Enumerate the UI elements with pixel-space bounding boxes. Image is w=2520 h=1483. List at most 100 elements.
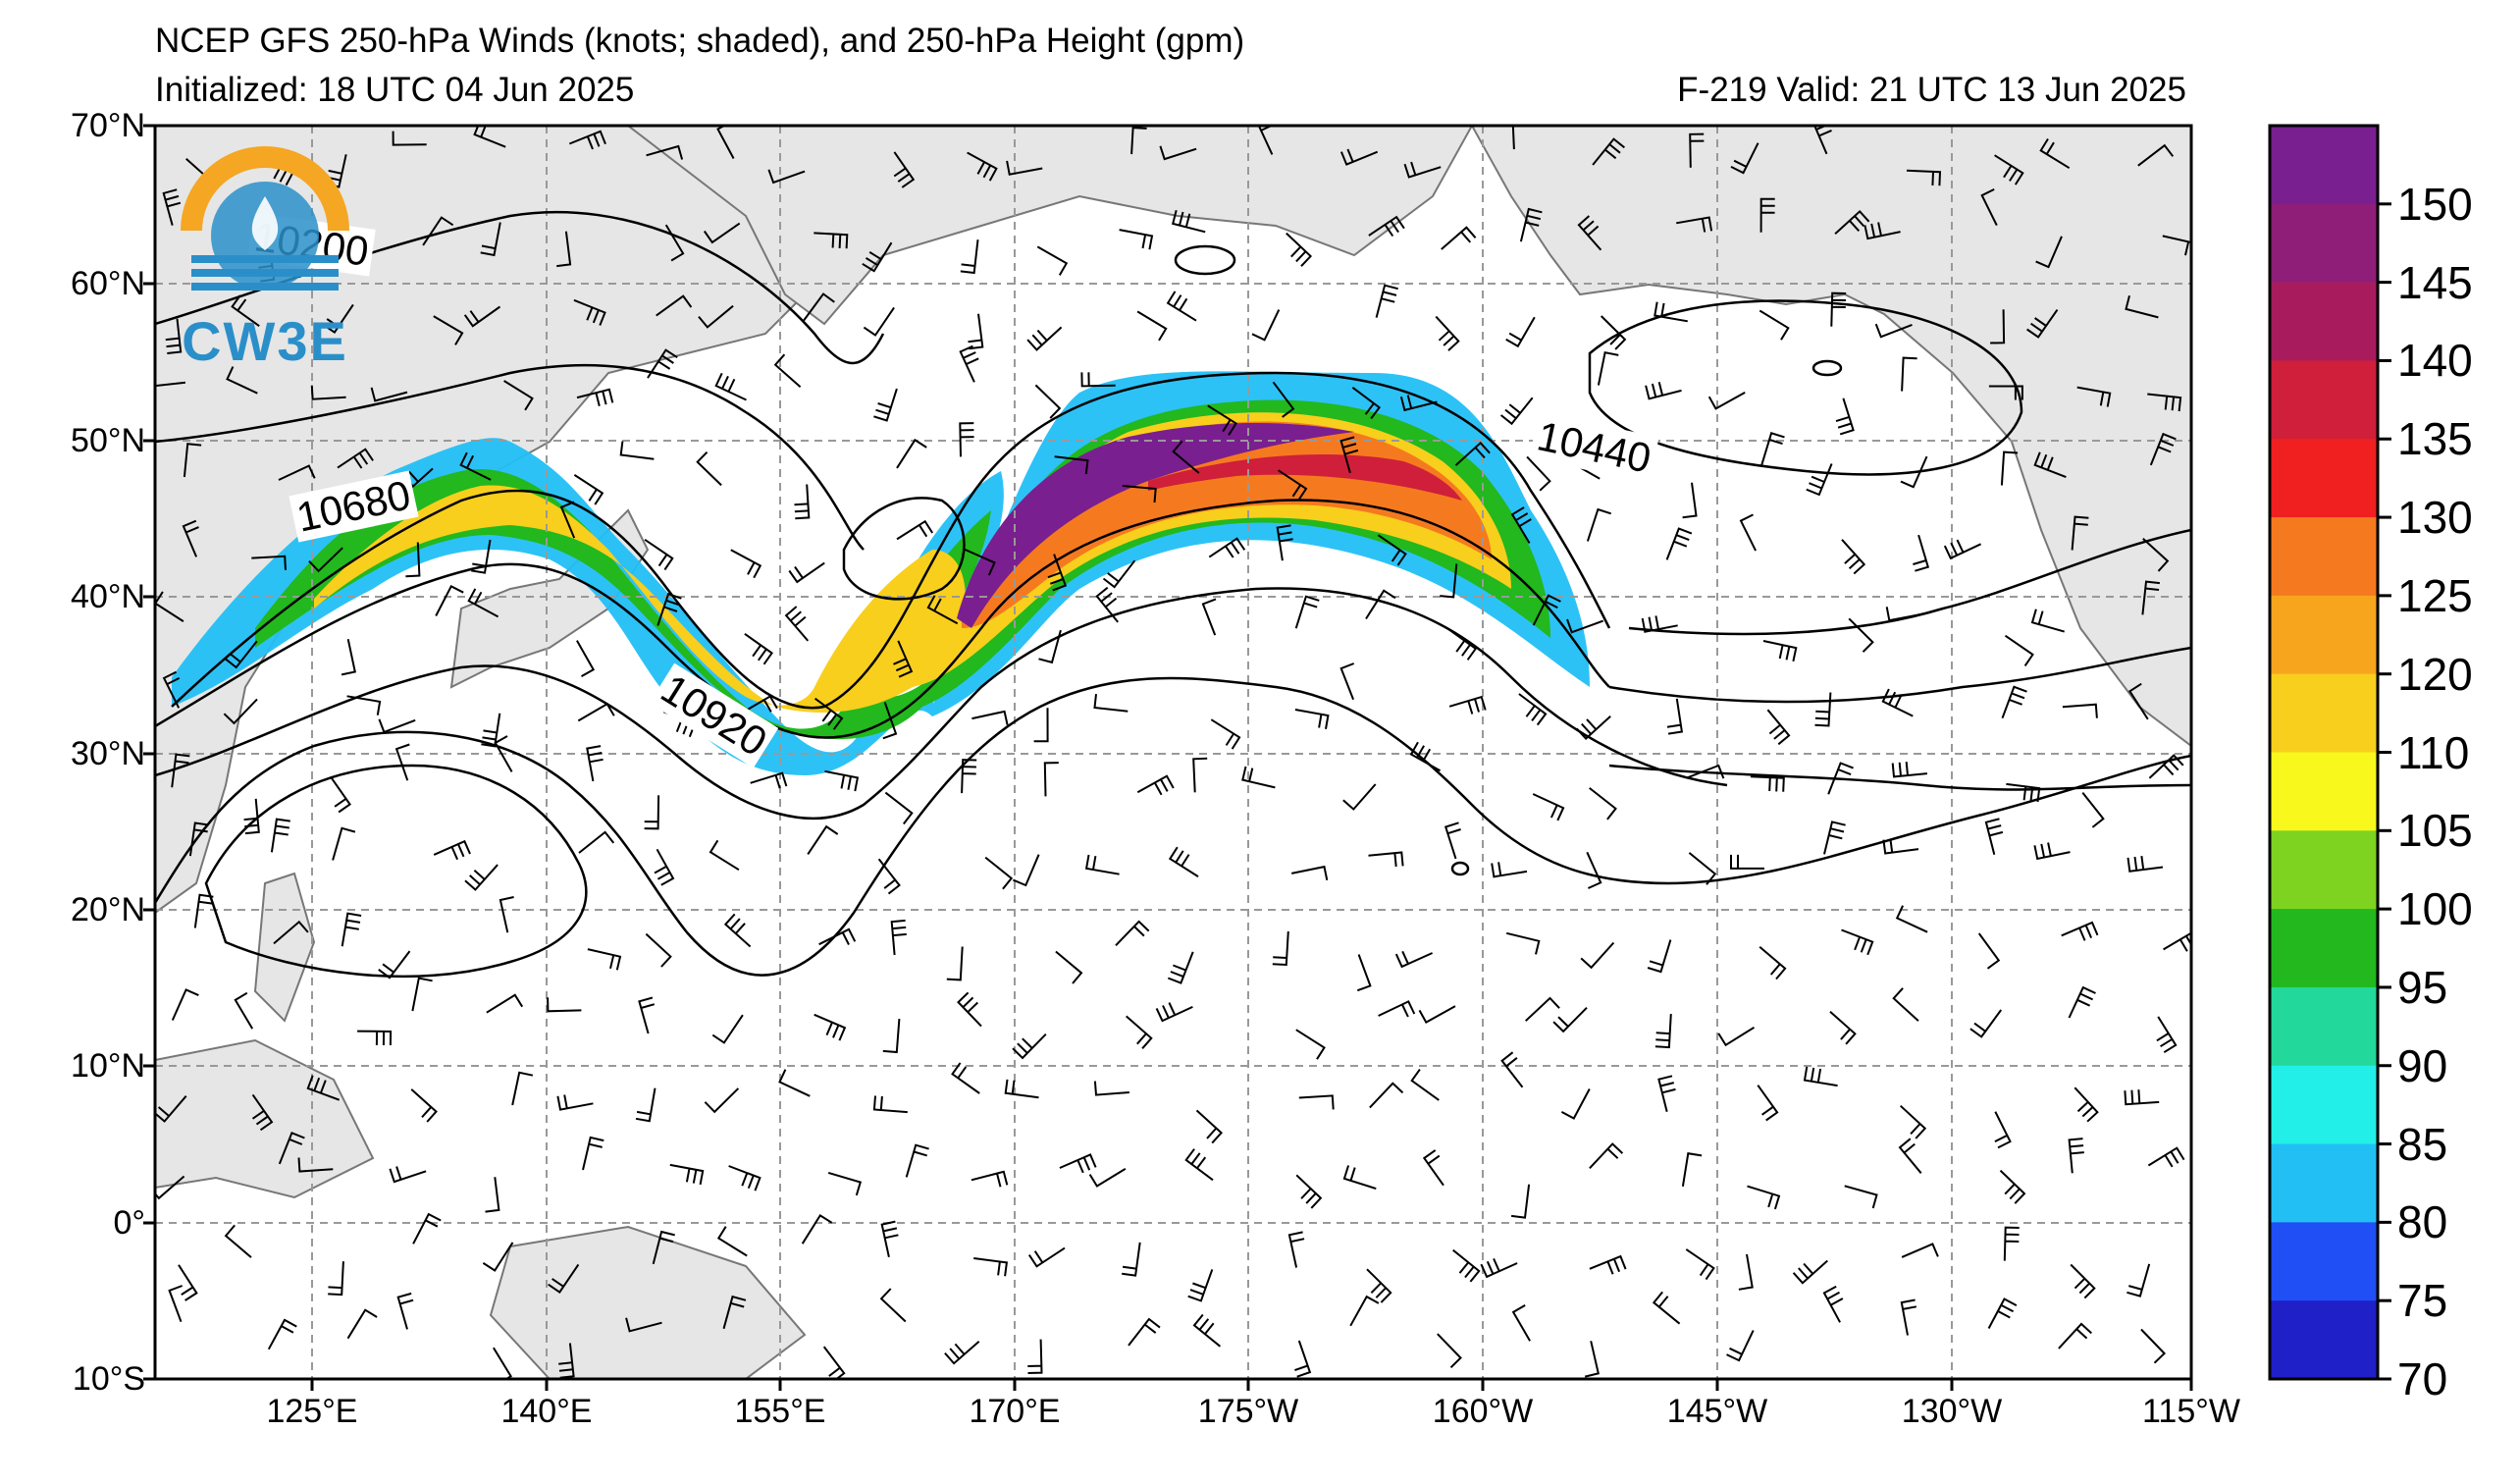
wind-barb: [1500, 1051, 1524, 1088]
cw3e-logo: CW3E: [172, 137, 358, 373]
wind-barb: [1276, 524, 1293, 561]
wind-barb: [234, 991, 254, 1030]
wind-barb: [1730, 142, 1759, 175]
lat-label-30n: 30°N: [71, 735, 145, 772]
wind-barb: [880, 1220, 899, 1258]
wind-barb: [183, 443, 202, 478]
wind-barbs: [155, 126, 2191, 1379]
wind-barb: [814, 1013, 847, 1041]
wind-barb: [1287, 1231, 1305, 1268]
wind-barb: [1499, 397, 1534, 426]
wind-barb: [1525, 996, 1560, 1022]
wind-barb: [1891, 762, 1927, 778]
wind-barb: [1830, 291, 1847, 327]
wind-barb: [165, 318, 183, 354]
wind-barb: [2163, 931, 2191, 952]
wind-barb: [346, 695, 382, 715]
wind-barb: [645, 932, 672, 968]
wind-barb: [2058, 1322, 2092, 1350]
chart-title: NCEP GFS 250-hPa Winds (knots; shaded), …: [155, 22, 1245, 60]
wind-barb: [1195, 1109, 1224, 1144]
colorbar-segment: [2270, 1300, 2378, 1380]
wind-barb: [410, 1088, 438, 1123]
wind-barb: [2070, 1263, 2096, 1299]
wind-barb: [716, 1226, 748, 1257]
lat-label-20n: 20°N: [71, 891, 145, 928]
wind-barb: [168, 1285, 184, 1323]
wind-barb: [1378, 1000, 1416, 1018]
wind-barb: [884, 791, 914, 825]
wind-barb: [1294, 709, 1330, 729]
wind-barb: [1822, 1285, 1844, 1323]
wind-barb: [1241, 766, 1276, 789]
colorbar-frame: [2268, 124, 2380, 1381]
wind-barb: [1580, 941, 1615, 970]
wind-barb: [1448, 695, 1487, 715]
wind-barb: [2147, 1146, 2185, 1168]
wind-barb: [1688, 852, 1717, 885]
wind-barb: [1827, 762, 1854, 795]
wind-barb: [1034, 384, 1062, 419]
wind-barb: [162, 670, 181, 709]
wind-barb: [330, 776, 351, 814]
wind-barb: [625, 1317, 662, 1333]
colorbar-label: 90: [2397, 1039, 2448, 1091]
wind-barb: [582, 1136, 604, 1171]
wind-barb: [862, 241, 893, 273]
lat-label-10n: 10°N: [71, 1047, 145, 1085]
wind-barb: [1013, 854, 1040, 887]
wind-barb: [723, 913, 752, 948]
wind-barb: [788, 561, 825, 584]
wind-barb: [341, 638, 356, 676]
colorbar-label: 150: [2397, 178, 2473, 230]
wind-barb: [270, 818, 290, 853]
wind-barb: [1102, 559, 1136, 589]
wind-barb: [2071, 515, 2089, 551]
wind-barb: [1577, 215, 1602, 251]
wind-barb: [960, 239, 979, 275]
wind-barb: [794, 484, 811, 520]
wind-barb: [1012, 1033, 1047, 1060]
wind-barb: [2142, 537, 2170, 572]
wind-barb: [1294, 595, 1320, 629]
map-content: [155, 126, 2191, 1379]
wind-barb: [485, 1177, 500, 1213]
wind-barb: [1526, 455, 1551, 492]
wind-barb: [1059, 1153, 1097, 1174]
wind-barb: [1792, 1259, 1828, 1285]
wind-barb: [1399, 395, 1438, 412]
wind-barb: [2147, 393, 2182, 412]
wind-barb: [1654, 1014, 1672, 1049]
wind-barb: [251, 555, 287, 570]
wind-barb: [1454, 441, 1491, 466]
wind-barb: [1823, 821, 1846, 855]
wind-barb: [357, 1030, 393, 1046]
wind-barb: [1641, 615, 1678, 633]
wind-barb: [709, 839, 740, 872]
wind-barb: [1038, 629, 1062, 664]
wind-barb: [1552, 1006, 1588, 1033]
wind-barb: [1088, 1167, 1127, 1188]
wind-barb: [1739, 513, 1757, 552]
wind-barb: [1584, 1341, 1600, 1378]
wind-barb: [973, 1257, 1009, 1277]
wind-barb: [784, 606, 810, 642]
wind-barb: [2039, 137, 2071, 170]
wind-barb: [2026, 309, 2059, 339]
wind-barb: [226, 366, 258, 395]
wind-barb: [882, 702, 898, 740]
colorbar-segment: [2270, 517, 2378, 597]
wind-barb: [1511, 126, 1515, 150]
wind-barb: [2126, 855, 2164, 873]
wind-barb: [1410, 1069, 1440, 1101]
wind-barb: [193, 893, 214, 928]
wind-barb: [1881, 688, 1914, 717]
wind-barb: [267, 1318, 297, 1351]
wind-barb: [1033, 708, 1049, 743]
wind-barb: [893, 151, 916, 188]
wind-barb: [1166, 291, 1197, 322]
wind-barb: [511, 1071, 534, 1106]
wind-barb: [714, 372, 747, 401]
wind-barb: [378, 718, 416, 734]
wind-barb: [2141, 580, 2161, 615]
